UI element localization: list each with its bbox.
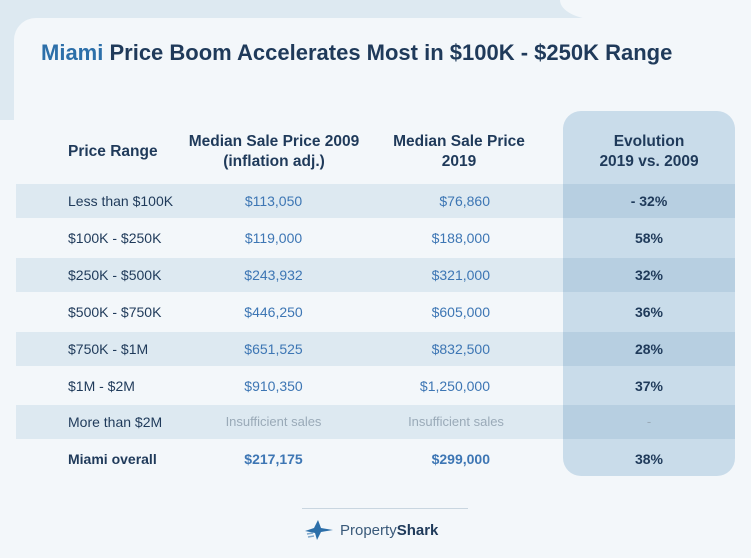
cell-price-2019: $188,000 xyxy=(431,229,490,246)
cell-price-2009: $651,525 xyxy=(244,340,303,357)
cell-price-2009: $217,175 xyxy=(244,451,303,468)
cell-evolution: 36% xyxy=(634,303,664,320)
cell-price-2019: $76,860 xyxy=(439,193,490,209)
title-accent: Miami xyxy=(41,40,104,65)
cell-evolution: 28% xyxy=(634,340,664,357)
page-title: Miami Price Boom Accelerates Most in $10… xyxy=(41,40,672,66)
table-row: $100K - $250K $119,000 $188,000 58% xyxy=(16,221,735,255)
cell-price-2009: $119,000 xyxy=(244,229,303,246)
cell-evolution: - 32% xyxy=(630,193,668,209)
cell-price-2019: $832,500 xyxy=(431,340,490,357)
cell-price-2019: $605,000 xyxy=(431,303,490,320)
cell-price-range: Miami overall xyxy=(68,451,157,468)
cell-price-range: $750K - $1M xyxy=(68,340,149,357)
cell-price-2009: Insufficient sales xyxy=(225,414,322,430)
header-price-2009: Median Sale Price 2009 (inflation adj.) xyxy=(188,133,360,170)
decorative-swoosh xyxy=(560,0,751,20)
cell-price-2019: Insufficient sales xyxy=(408,414,504,430)
cell-price-2009: $243,932 xyxy=(244,266,303,283)
logo-text-bold: Shark xyxy=(396,521,439,539)
cell-price-2019: $1,250,000 xyxy=(419,377,490,394)
logo-text-light: Property xyxy=(340,521,397,539)
table-row: $1M - $2M $910,350 $1,250,000 37% xyxy=(16,369,735,403)
table-row: $500K - $750K $446,250 $605,000 36% xyxy=(16,295,735,329)
cell-evolution: 58% xyxy=(634,229,664,246)
cell-price-range: $500K - $750K xyxy=(68,303,162,320)
evolution-cell-shade xyxy=(563,405,735,440)
shark-logo-icon xyxy=(305,520,333,540)
evolution-cell-shade xyxy=(563,257,735,292)
cell-evolution: 38% xyxy=(634,451,664,468)
table-row: Miami overall $217,175 $299,000 38% xyxy=(16,442,735,476)
header-price-range: Price Range xyxy=(68,143,158,160)
evolution-cell-shade xyxy=(563,184,735,218)
table-row: More than $2M Insufficient sales Insuffici… xyxy=(16,405,735,440)
cell-price-range: Less than $100K xyxy=(68,193,174,209)
table-row: $250K - $500K $243,932 $321,000 32% xyxy=(16,257,735,292)
cell-price-range: $100K - $250K xyxy=(68,229,162,246)
cell-price-2019: $321,000 xyxy=(431,266,490,283)
evolution-cell-shade xyxy=(563,331,735,366)
propertyshark-logo: PropertyShark xyxy=(304,518,438,542)
cell-price-2009: $113,050 xyxy=(244,193,303,209)
cell-evolution: 37% xyxy=(634,377,664,394)
header-price-2019: Median Sale Price 2019 xyxy=(393,133,525,170)
cell-price-2009: $910,350 xyxy=(244,377,303,394)
title-rest: Price Boom Accelerates Most in $100K - $… xyxy=(103,40,673,65)
cell-price-range: $250K - $500K xyxy=(68,266,162,283)
cell-evolution: - xyxy=(646,414,652,430)
footer-divider xyxy=(302,508,468,509)
cell-evolution: 32% xyxy=(634,266,664,283)
table-row: Less than $100K $113,050 $76,860 - 32% xyxy=(16,184,735,218)
cell-price-range: More than $2M xyxy=(68,414,163,431)
header-evolution: Evolution 2019 vs. 2009 xyxy=(599,133,699,170)
cell-price-2019: $299,000 xyxy=(431,451,490,468)
cell-price-2009: $446,250 xyxy=(244,303,303,320)
table-row: $750K - $1M $651,525 $832,500 28% xyxy=(16,331,735,366)
cell-price-range: $1M - $2M xyxy=(68,377,135,394)
